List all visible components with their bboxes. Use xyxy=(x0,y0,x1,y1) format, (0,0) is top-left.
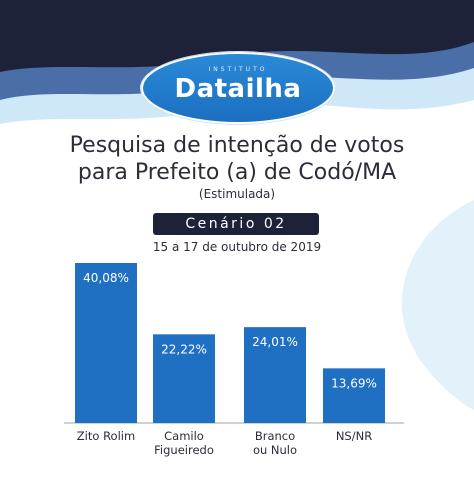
category-label-2-1: ou Nulo xyxy=(253,443,297,457)
chart-subtitle: (Estimulada) xyxy=(198,187,276,201)
bar-3 xyxy=(323,368,385,423)
right-wave xyxy=(401,200,474,410)
chart-title-line2: para Prefeito (a) de Codó/MA xyxy=(77,160,397,185)
bar-2 xyxy=(244,327,306,423)
category-label-1-1: Figueiredo xyxy=(154,443,214,457)
bar-value-label-2: 24,01% xyxy=(252,335,298,349)
datailha-logo: INSTITUTO Datailha xyxy=(141,52,335,124)
dark-wave xyxy=(0,0,474,72)
bar-value-label-1: 22,22% xyxy=(161,342,207,356)
survey-date: 15 a 17 de outubro de 2019 xyxy=(152,240,322,254)
category-label-2-0: Branco xyxy=(255,429,295,443)
bar-value-label-0: 40,08% xyxy=(83,271,129,285)
category-label-1-0: Camilo xyxy=(164,429,204,443)
category-label-3-0: NS/NR xyxy=(336,429,372,443)
category-label-0-0: Zito Rolim xyxy=(77,429,135,443)
bar-0 xyxy=(75,263,137,423)
logo-name: Datailha xyxy=(174,74,302,104)
bar-value-label-3: 13,69% xyxy=(331,376,377,390)
logo-top-text: INSTITUTO xyxy=(208,66,268,73)
bar-1 xyxy=(153,334,215,423)
chart-title-line1: Pesquisa de intenção de votos xyxy=(69,133,405,158)
scenario-badge: Cenário 02 xyxy=(153,213,319,235)
